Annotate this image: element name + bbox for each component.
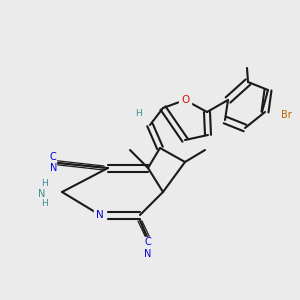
Bar [94,209,106,221]
Text: H: H [40,179,47,188]
Text: N: N [96,210,104,220]
Bar [141,237,155,259]
Text: N: N [38,189,46,199]
Bar [275,109,297,121]
Text: H: H [40,200,47,208]
Text: Br: Br [280,110,291,120]
Text: C: C [145,237,152,247]
Bar [33,183,55,205]
Text: N: N [50,163,57,173]
Text: O: O [181,95,189,105]
Text: H: H [135,109,141,118]
Text: N: N [144,249,152,259]
Bar [32,155,56,169]
Text: C: C [50,152,57,162]
Bar [179,94,191,106]
